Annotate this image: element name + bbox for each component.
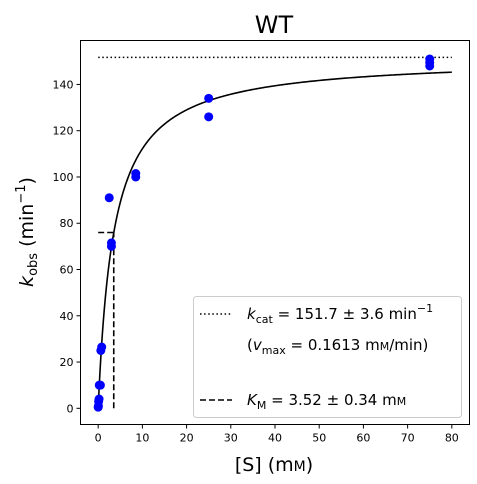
x-axis-label-main: [S] (m: [235, 454, 294, 476]
y-axis-label-close: ): [16, 177, 38, 184]
data-points: [93, 54, 435, 412]
x-tick-label: 50: [312, 432, 326, 445]
legend-vmax-sub: max: [262, 344, 286, 357]
data-point: [95, 380, 105, 390]
legend-box: [193, 296, 462, 418]
y-tick-label: 80: [60, 217, 74, 230]
data-point: [204, 93, 214, 103]
legend-kcat-text: = 151.7 ± 3.6 min: [273, 305, 417, 323]
legend-kcat-k: k: [247, 305, 257, 323]
data-point: [425, 54, 435, 64]
x-axis-label: [S] (mM): [235, 454, 313, 476]
chart-title: WT: [255, 11, 294, 39]
x-tick-label: 40: [268, 432, 282, 445]
x-axis-label-smallcaps: M: [294, 459, 306, 475]
x-axis-ticks: 0 10 20 30 40 50 60 70 80: [95, 424, 459, 445]
fit-curve: [97, 71, 452, 409]
y-axis-label-unit: (min: [16, 204, 38, 253]
legend-km-text: = 3.52 ± 0.34 m: [266, 391, 396, 409]
y-axis-ticks: 0 20 40 60 80 100 120 140: [53, 78, 81, 415]
data-point: [204, 112, 214, 122]
legend-km-entry: KM = 3.52 ± 0.34 mM: [247, 391, 406, 412]
y-tick-label: 0: [67, 402, 74, 415]
data-point: [104, 193, 114, 203]
y-tick-label: 120: [53, 125, 74, 138]
y-axis-label: kobs (min−1): [14, 177, 41, 287]
y-axis-label-sub: obs: [26, 253, 41, 276]
legend-vmax-smallcaps: M: [380, 340, 390, 353]
x-tick-label: 30: [224, 432, 238, 445]
y-tick-label: 100: [53, 171, 74, 184]
legend-vmax-close: /min): [389, 336, 428, 354]
y-axis-label-k: k: [16, 275, 38, 287]
x-tick-label: 10: [135, 432, 149, 445]
legend-vmax-text: = 0.1613 m: [286, 336, 380, 354]
x-tick-label: 20: [180, 432, 194, 445]
y-tick-label: 60: [60, 264, 74, 277]
x-tick-label: 80: [445, 432, 459, 445]
legend-vmax-entry: (vmax = 0.1613 mM/min): [247, 336, 428, 357]
x-axis-label-close: ): [306, 454, 313, 476]
data-point: [131, 169, 141, 179]
legend-kcat-sup: −1: [417, 302, 433, 315]
x-tick-label: 70: [401, 432, 415, 445]
x-tick-label: 60: [356, 432, 370, 445]
legend-km-smallcaps: M: [397, 395, 407, 408]
data-point: [94, 394, 104, 404]
data-point: [97, 342, 107, 352]
legend: kcat = 151.7 ± 3.6 min−1 (vmax = 0.1613 …: [193, 296, 462, 418]
fit-curve-group: [97, 71, 452, 409]
legend-kcat-entry: kcat = 151.7 ± 3.6 min−1: [247, 302, 433, 326]
legend-km-sub: M: [257, 399, 267, 412]
y-tick-label: 40: [60, 310, 74, 323]
x-tick-label: 0: [95, 432, 102, 445]
legend-km-k: K: [247, 391, 258, 409]
legend-vmax-open: (: [247, 336, 253, 354]
y-tick-label: 20: [60, 356, 74, 369]
reference-lines: [98, 56, 452, 409]
legend-kcat-sub: cat: [256, 313, 274, 326]
y-axis-label-sup: −1: [14, 184, 29, 203]
legend-vmax-v: v: [253, 336, 263, 354]
data-point: [106, 238, 116, 248]
y-tick-label: 140: [53, 78, 74, 91]
